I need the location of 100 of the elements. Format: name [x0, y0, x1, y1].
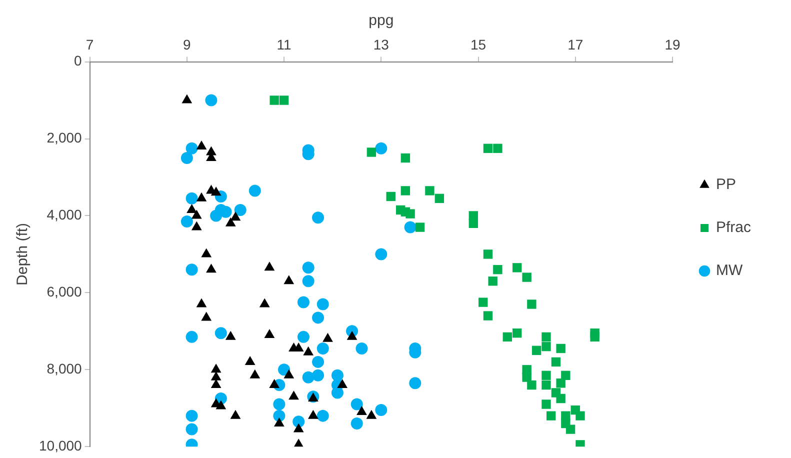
point: [483, 311, 493, 320]
point: [556, 378, 566, 388]
point: [186, 330, 198, 343]
point: [483, 250, 493, 259]
point: [316, 342, 329, 354]
y-tick-label: 10,000: [38, 437, 82, 454]
point: [425, 186, 434, 196]
point: [542, 380, 551, 390]
point: [556, 394, 566, 404]
point: [512, 328, 522, 338]
point: [269, 379, 280, 388]
point: [302, 371, 314, 384]
y-tick-label: 6,000: [46, 284, 82, 300]
point: [468, 218, 478, 228]
point: [216, 400, 226, 410]
point: [210, 379, 222, 388]
point: [264, 329, 275, 338]
point: [493, 144, 502, 153]
point: [356, 406, 367, 415]
legend-label: PP: [716, 176, 736, 194]
legend-label: Pfrac: [716, 219, 752, 236]
point: [182, 94, 192, 104]
point: [303, 346, 314, 356]
point: [196, 192, 207, 202]
point: [542, 370, 551, 380]
point: [532, 346, 542, 355]
point: [293, 423, 304, 432]
point: [201, 248, 212, 258]
point: [302, 262, 314, 274]
point: [230, 410, 241, 419]
x-tick-label: 19: [664, 36, 680, 52]
point: [527, 300, 536, 309]
point: [375, 248, 388, 260]
point: [250, 369, 260, 378]
point: [270, 96, 279, 105]
point: [210, 210, 222, 222]
point: [244, 356, 256, 365]
point: [551, 357, 561, 367]
point: [210, 371, 222, 380]
x-tick-label: 11: [276, 36, 292, 52]
point: [312, 369, 324, 382]
point: [337, 379, 348, 388]
point: [400, 186, 410, 196]
point: [274, 418, 284, 427]
point: [316, 410, 329, 422]
point: [404, 221, 416, 234]
point: [302, 275, 314, 288]
point: [478, 298, 488, 307]
point: [375, 404, 388, 416]
point: [225, 217, 236, 226]
y-tick-label: 2,000: [46, 130, 82, 146]
point: [186, 192, 198, 204]
point: [356, 342, 368, 354]
point: [590, 332, 600, 342]
point: [542, 400, 551, 409]
point: [186, 142, 198, 154]
point: [542, 332, 551, 342]
point: [312, 312, 324, 324]
point: [186, 410, 198, 422]
point: [284, 275, 294, 284]
point: [278, 364, 290, 376]
point: [502, 332, 512, 342]
point: [191, 210, 202, 219]
x-tick-label: 7: [86, 36, 94, 52]
point: [542, 342, 551, 352]
point: [522, 272, 532, 282]
point: [488, 276, 498, 286]
point: [561, 370, 570, 380]
point: [225, 330, 236, 340]
point: [279, 96, 289, 105]
point: [196, 298, 207, 308]
point: [406, 209, 415, 218]
point: [366, 148, 376, 157]
point: [312, 356, 324, 368]
point: [230, 212, 241, 221]
point: [576, 411, 585, 420]
point: [522, 372, 532, 382]
y-tick-label: 4,000: [46, 206, 82, 223]
point: [210, 186, 222, 196]
point: [566, 424, 576, 434]
point: [191, 221, 202, 230]
x-tick-label: 9: [183, 36, 192, 52]
point: [386, 192, 396, 202]
point: [434, 194, 444, 203]
point: [205, 94, 218, 106]
x-tick-label: 13: [373, 36, 390, 52]
point: [308, 410, 318, 419]
point: [556, 344, 566, 354]
point: [400, 153, 410, 163]
y-tick-label: 0: [74, 52, 82, 69]
point: [415, 222, 425, 232]
point: [292, 416, 305, 428]
point: [186, 264, 198, 276]
point: [186, 423, 198, 436]
point: [288, 390, 299, 400]
point: [527, 380, 536, 390]
point: [409, 377, 422, 390]
point: [312, 212, 324, 224]
point: [483, 144, 493, 153]
point: [196, 140, 207, 150]
